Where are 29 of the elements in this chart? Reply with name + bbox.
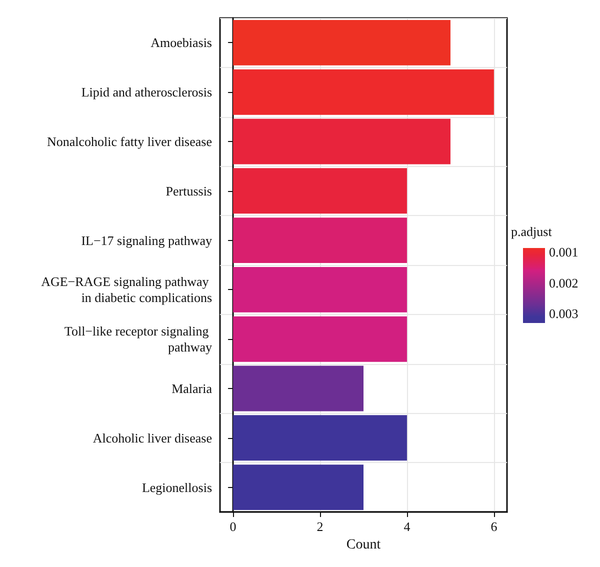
- y-tick-label: Legionellosis: [142, 480, 212, 495]
- y-tick-label: IL−17 signaling pathway: [81, 232, 212, 248]
- x-tick-label: 4: [404, 519, 411, 534]
- bar: [233, 118, 450, 164]
- x-axis-title: Count: [346, 538, 381, 552]
- x-tick-label: 0: [230, 519, 236, 534]
- y-tick-label: Amoebiasis: [150, 35, 212, 50]
- bar: [233, 266, 407, 312]
- color-bar-label: 0.001: [549, 244, 578, 260]
- bar: [233, 20, 450, 66]
- y-tick-label: Toll−like receptor signaling pathway: [64, 324, 212, 355]
- x-tick-label: 2: [316, 519, 324, 534]
- y-tick-label: AGE−RAGE signaling pathway in diabetic complications: [41, 274, 212, 306]
- y-tick-label: Alcoholic liver disease: [92, 430, 212, 446]
- bar: [233, 366, 364, 412]
- bar: [233, 316, 407, 362]
- bar: [233, 218, 407, 264]
- bar: [233, 464, 364, 510]
- y-tick-label: Pertussis: [166, 183, 212, 198]
- color-bar-title: p.adjust: [511, 224, 552, 239]
- bar: [233, 415, 407, 461]
- bar: [233, 168, 407, 214]
- y-tick-label: Malaria: [172, 381, 212, 396]
- x-tick-label: 6: [490, 519, 498, 534]
- color-bar-label: 0.003: [549, 306, 578, 322]
- y-tick-label: Lipid and atherosclerosis: [81, 84, 212, 100]
- bar: [233, 69, 494, 115]
- y-tick-label: Nonalcoholic fatty liver disease: [47, 134, 212, 149]
- color-bar-label: 0.002: [549, 275, 578, 290]
